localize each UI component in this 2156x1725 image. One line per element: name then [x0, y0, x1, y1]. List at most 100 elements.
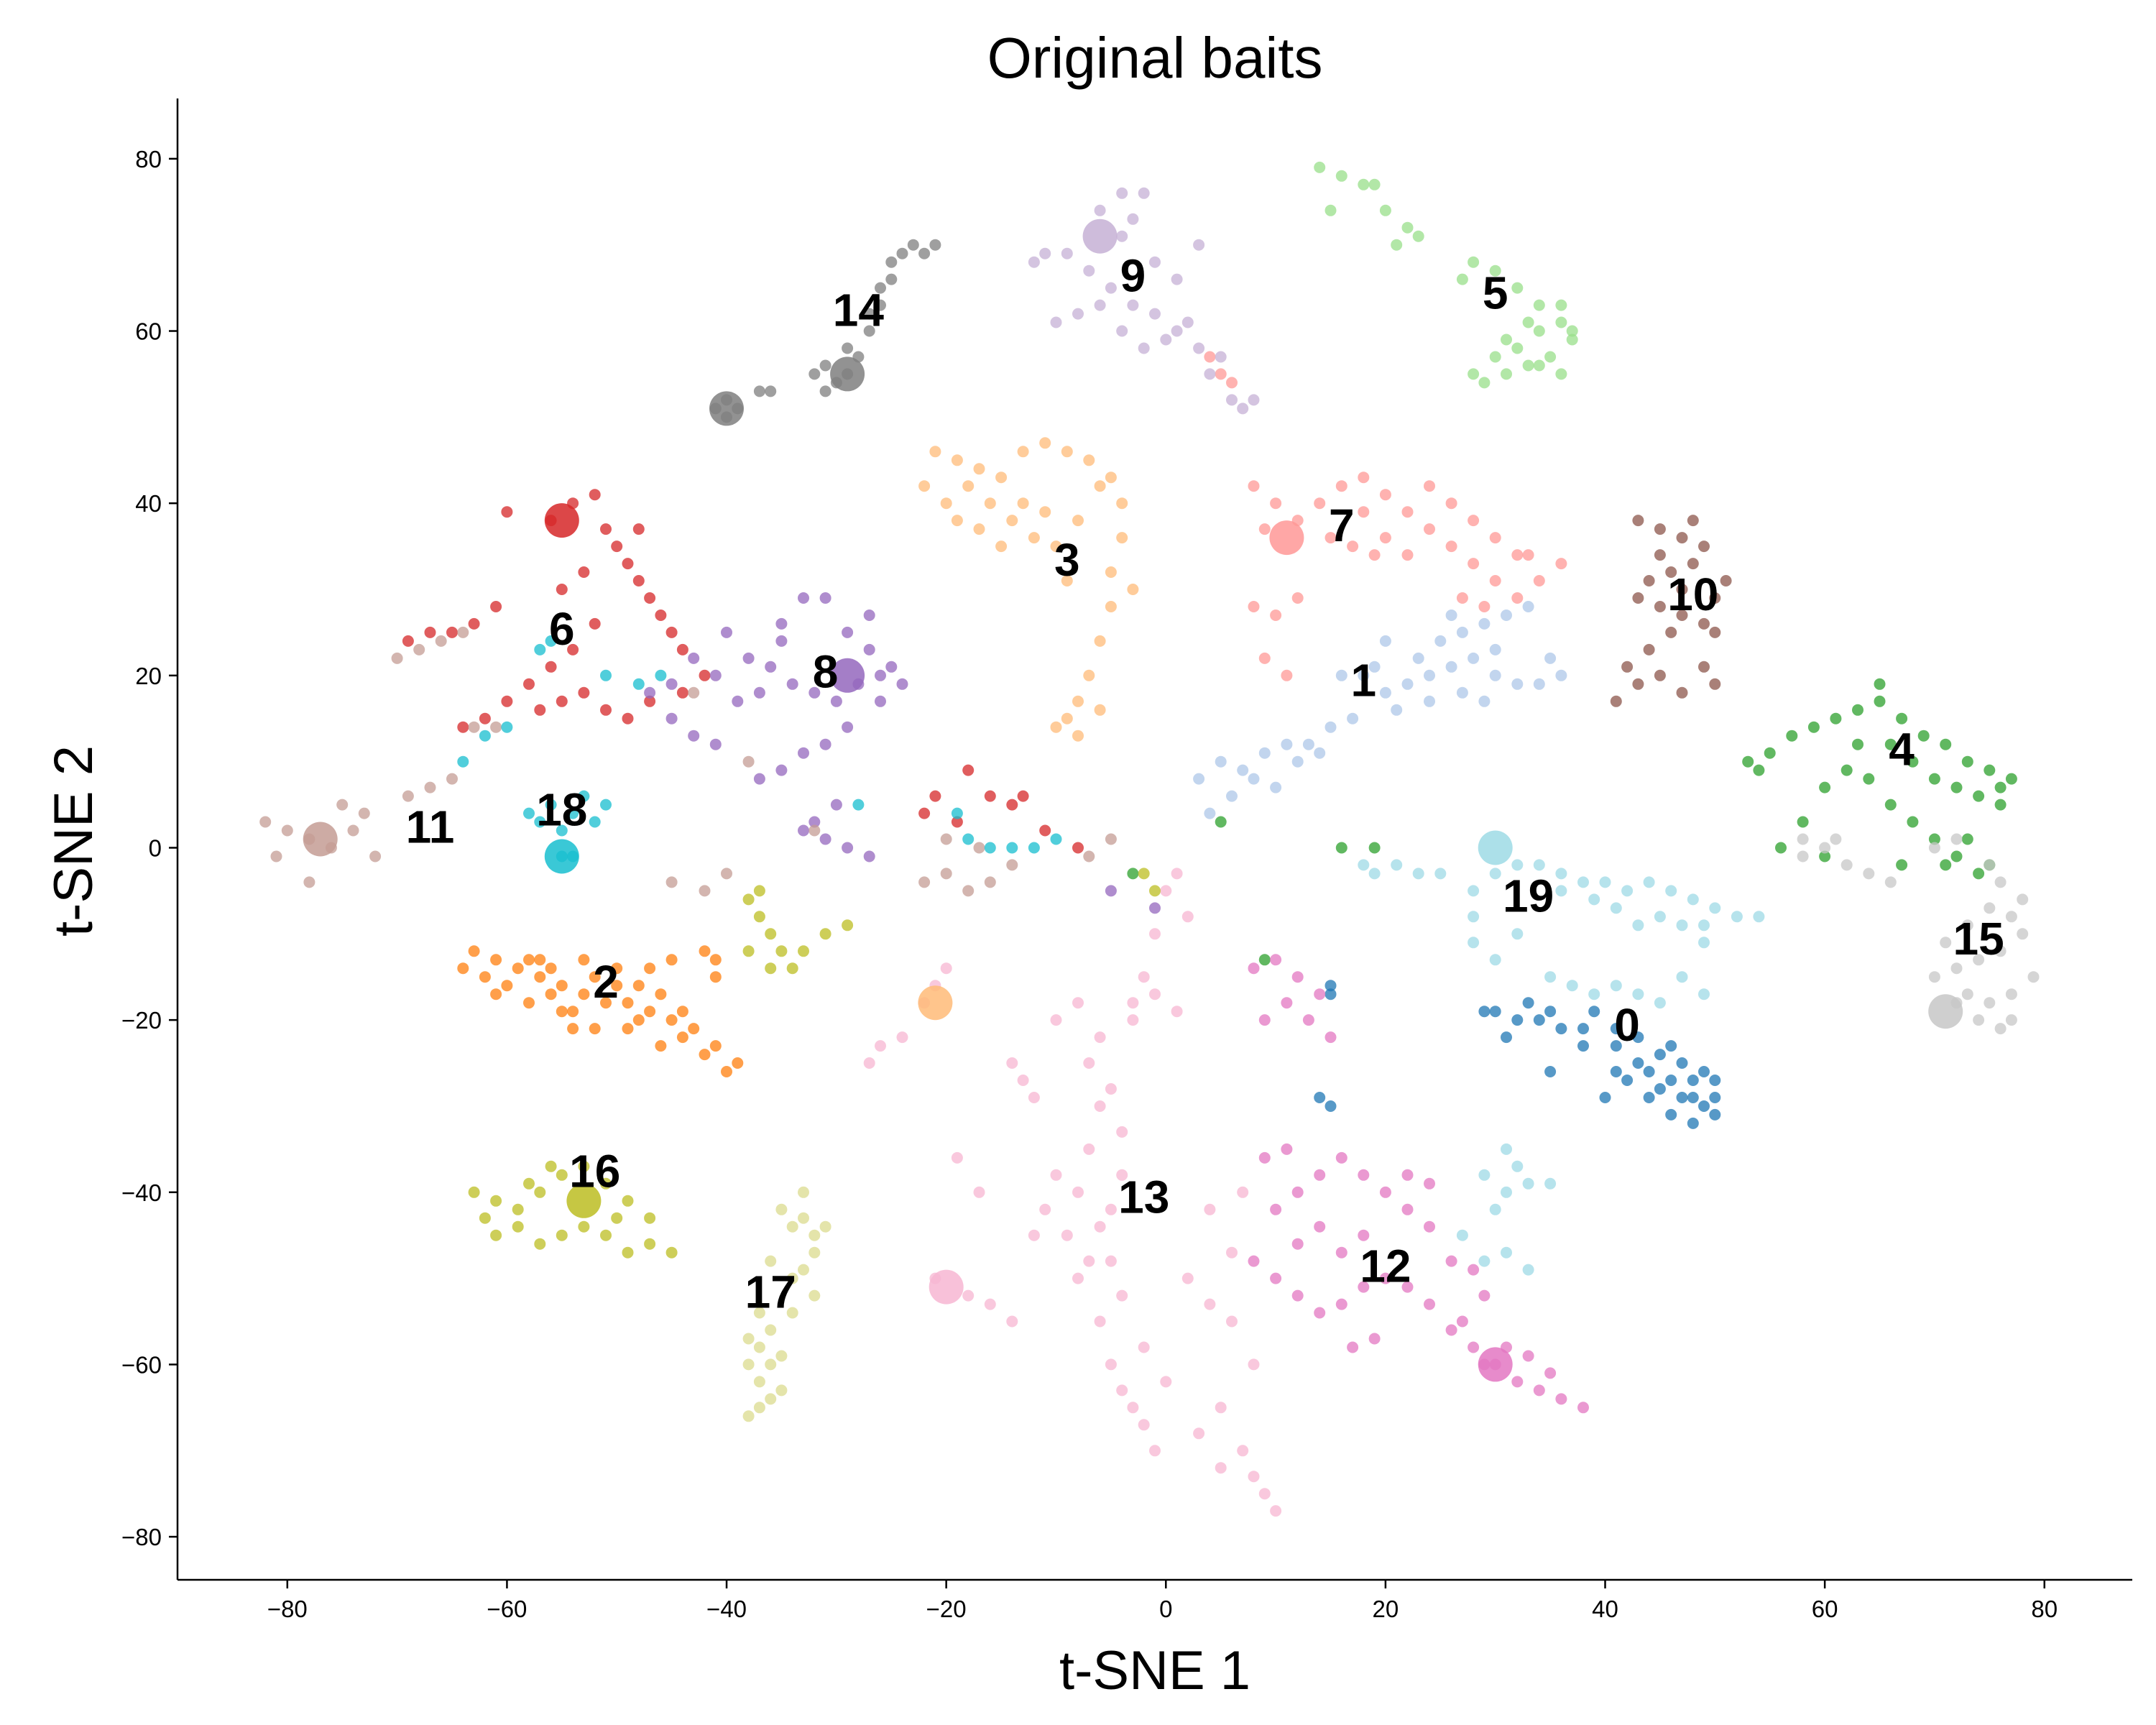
data-point: [1533, 1384, 1545, 1397]
data-point: [1105, 566, 1117, 578]
data-point: [457, 755, 469, 768]
data-point: [1105, 1255, 1117, 1267]
data-point: [786, 1307, 798, 1319]
data-point: [622, 712, 634, 724]
data-point: [589, 816, 601, 828]
data-point: [479, 1212, 491, 1224]
data-point: [523, 1177, 535, 1190]
cluster-14-points: [709, 239, 941, 423]
data-point: [1489, 575, 1501, 586]
data-point: [765, 928, 777, 940]
data-point: [1632, 919, 1644, 932]
data-point: [665, 954, 678, 966]
large-data-point: [1269, 520, 1304, 556]
data-point: [1258, 954, 1271, 966]
data-point: [1072, 842, 1084, 854]
data-point: [457, 962, 469, 975]
data-point: [721, 868, 732, 880]
data-point: [1456, 592, 1468, 604]
data-point: [1522, 1264, 1534, 1276]
data-point: [1489, 643, 1501, 656]
data-point: [1325, 204, 1337, 216]
data-point: [1291, 1238, 1304, 1250]
data-point: [556, 980, 568, 992]
data-point: [1149, 928, 1161, 940]
data-point: [962, 833, 975, 845]
data-point: [1215, 1402, 1227, 1414]
data-point: [457, 626, 469, 638]
cluster-1-points: [1193, 601, 1567, 819]
data-point: [523, 678, 535, 690]
data-point: [1204, 351, 1216, 363]
data-point: [1149, 1445, 1161, 1457]
data-point: [1478, 1255, 1491, 1267]
data-point: [819, 592, 831, 604]
data-point: [1258, 1488, 1271, 1500]
data-point: [1325, 1031, 1337, 1044]
data-point: [962, 1289, 975, 1302]
data-point: [676, 1031, 688, 1044]
data-point: [1940, 859, 1952, 871]
data-point: [1434, 868, 1447, 880]
data-point: [1401, 221, 1414, 234]
data-point: [523, 807, 535, 819]
data-point: [490, 601, 502, 612]
data-point: [885, 273, 898, 285]
data-point: [819, 928, 831, 940]
data-point: [1314, 1169, 1326, 1181]
data-point: [973, 463, 985, 475]
data-point: [1434, 635, 1447, 647]
data-point: [699, 885, 711, 897]
data-point: [1468, 1264, 1480, 1276]
data-point: [1314, 988, 1326, 1000]
data-point: [1391, 859, 1403, 871]
data-point: [1335, 170, 1348, 182]
data-point: [1676, 532, 1688, 544]
y-tick-label: −20: [121, 1007, 162, 1034]
data-point: [1050, 1169, 1062, 1181]
data-point: [1281, 997, 1293, 1009]
data-point: [1248, 601, 1260, 612]
data-point: [1424, 1220, 1435, 1233]
data-point: [753, 773, 765, 785]
data-point: [819, 738, 831, 750]
data-point: [1489, 532, 1501, 544]
data-point: [742, 755, 755, 768]
data-point: [1138, 342, 1150, 354]
data-point: [1950, 833, 1963, 845]
data-point: [1468, 368, 1480, 380]
data-point: [786, 1272, 798, 1284]
data-point: [699, 1049, 711, 1061]
data-point: [1094, 1315, 1106, 1328]
data-point: [622, 997, 634, 1009]
data-point: [798, 1264, 809, 1276]
data-point: [1961, 833, 1973, 845]
data-point: [1698, 661, 1710, 673]
data-point: [765, 661, 777, 673]
data-point: [709, 1040, 722, 1052]
data-point: [765, 962, 777, 975]
data-point: [468, 1186, 480, 1198]
data-point: [1511, 928, 1524, 940]
data-point: [1786, 730, 1798, 742]
data-point: [1863, 868, 1875, 880]
data-point: [951, 1151, 963, 1164]
data-point: [1950, 850, 1963, 862]
data-point: [1314, 1092, 1326, 1103]
large-data-point: [1478, 830, 1513, 865]
data-point: [1248, 1358, 1260, 1371]
data-point: [1127, 997, 1139, 1009]
data-point: [1006, 842, 1018, 854]
data-point: [1907, 816, 1919, 828]
data-point: [753, 1341, 765, 1353]
data-point: [424, 781, 436, 794]
data-point: [1204, 1298, 1216, 1310]
data-point: [1632, 1057, 1644, 1069]
data-point: [1105, 1358, 1117, 1371]
data-point: [1588, 1006, 1600, 1018]
data-point: [1270, 954, 1282, 966]
data-point: [501, 506, 513, 518]
data-point: [567, 1006, 579, 1018]
data-point: [1654, 997, 1666, 1009]
data-point: [1884, 799, 1897, 811]
